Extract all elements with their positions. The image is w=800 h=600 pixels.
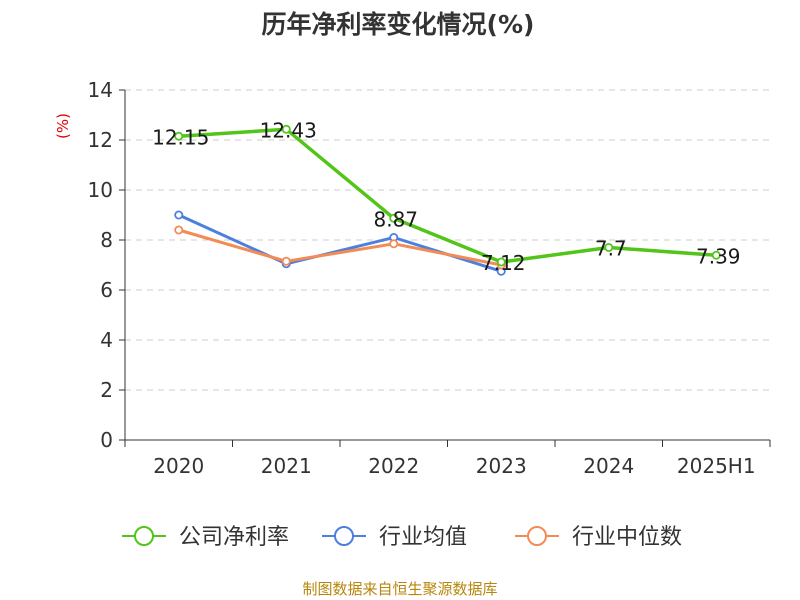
data-point [496, 257, 506, 267]
y-tick-label: 8 [100, 228, 113, 252]
y-tick-label: 0 [100, 428, 113, 452]
source-note: 制图数据来自恒生聚源数据库 [302, 580, 497, 598]
data-label: 7.7 [595, 237, 627, 261]
data-label: 12.43 [260, 118, 317, 142]
y-tick-label: 2 [100, 378, 113, 402]
series-line [178, 228, 502, 267]
x-tick-label: 2022 [368, 454, 419, 478]
data-label: 7.12 [481, 251, 526, 275]
data-labels: 12.15 12.43 8.87 7.12 7.7 7.39 [152, 118, 740, 275]
series-line [178, 127, 717, 264]
legend-label: 行业中位数 [572, 525, 682, 550]
x-tick-label: 2021 [261, 454, 312, 478]
data-point [174, 131, 184, 141]
y-tick-label: 14 [88, 78, 113, 102]
legend-marker [134, 526, 154, 546]
data-label: 8.87 [373, 207, 418, 231]
y-axis-unit-label: (%) [54, 113, 72, 139]
y-tick-label: 12 [88, 128, 113, 152]
axes: 0 2 4 6 8 10 12 14 2020 2021 2022 2023 2024 2025H1 [88, 78, 771, 478]
data-label: 7.39 [696, 244, 741, 268]
y-tick-label: 6 [100, 278, 113, 302]
x-tick-label: 2020 [153, 454, 204, 478]
y-tick-label: 4 [100, 328, 113, 352]
legend[interactable]: 公司净利率 行业均值 行业中位数 [122, 525, 682, 550]
x-tick-label: 2023 [476, 454, 527, 478]
data-point [711, 250, 721, 260]
chart-title: 历年净利率变化情况(%) [262, 10, 535, 39]
legend-label: 行业均值 [379, 525, 467, 550]
x-tick-label: 2025H1 [677, 454, 756, 478]
data-point [174, 225, 184, 235]
data-point [389, 213, 399, 223]
y-tick-label: 10 [88, 178, 113, 202]
series-layer [174, 124, 721, 276]
data-point [389, 239, 399, 249]
data-point [604, 242, 614, 252]
x-tick-label: 2024 [583, 454, 634, 478]
data-point [174, 210, 184, 220]
legend-label: 公司净利率 [179, 525, 289, 550]
data-point [281, 124, 291, 134]
legend-marker [527, 526, 547, 546]
legend-marker [334, 526, 354, 546]
data-point [281, 256, 291, 266]
data-label: 12.15 [152, 125, 209, 149]
